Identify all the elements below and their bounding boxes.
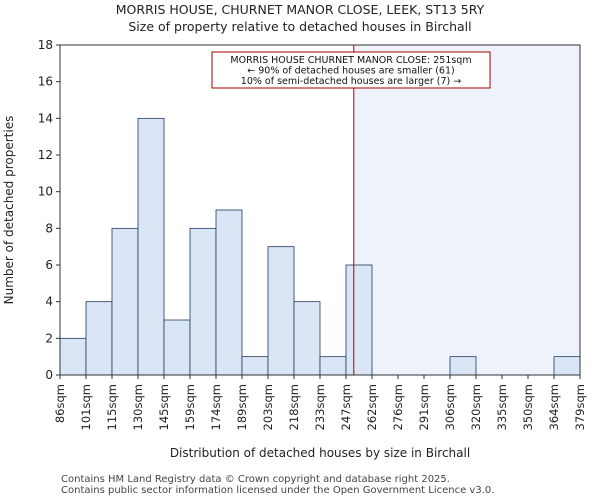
chart-subtitle: Size of property relative to detached ho…	[128, 19, 472, 34]
x-tick-label: 350sqm	[521, 384, 535, 430]
x-tick-label: 174sqm	[209, 384, 223, 430]
bar-130sqm	[137, 117, 165, 376]
bar-233sqm	[319, 356, 347, 376]
x-tick-label: 291sqm	[417, 384, 431, 430]
x-tick-label: 218sqm	[287, 384, 301, 430]
y-tick-label: 6	[45, 258, 53, 272]
x-tick-label: 379sqm	[573, 384, 587, 430]
bar-101sqm	[85, 301, 113, 376]
annotation-line-2: ← 90% of detached houses are smaller (61…	[247, 66, 454, 77]
bar-364sqm	[553, 356, 581, 376]
x-tick-label: 233sqm	[313, 384, 327, 430]
x-tick-label: 262sqm	[365, 384, 379, 430]
bar-189sqm	[241, 356, 269, 376]
x-tick-label: 320sqm	[469, 384, 483, 430]
x-tick-label: 86sqm	[53, 384, 67, 423]
x-tick-label: 203sqm	[261, 384, 275, 430]
x-tick-label: 335sqm	[495, 384, 509, 430]
x-tick-label: 101sqm	[79, 384, 93, 430]
bar-145sqm	[163, 319, 191, 376]
histogram-chart: 0 2 4 6 8 10 12 14 16 18 86sqm 101sqm 115sqm 130sqm 1…	[2, 38, 587, 460]
x-tick-label: 159sqm	[183, 384, 197, 430]
footer-licence: Contains public sector information licen…	[61, 485, 495, 496]
bar-247sqm	[345, 264, 373, 376]
y-tick-label: 10	[38, 185, 53, 199]
bar-203sqm	[267, 246, 295, 376]
plot-shade	[353, 45, 580, 375]
bar-218sqm	[293, 301, 321, 376]
x-axis: 86sqm 101sqm 115sqm 130sqm 145sqm 159sqm 174sq…	[53, 375, 587, 430]
chart-title: MORRIS HOUSE, CHURNET MANOR CLOSE, LEEK,…	[115, 2, 485, 17]
bar-174sqm	[215, 209, 243, 376]
x-tick-label: 364sqm	[547, 384, 561, 430]
x-tick-label: 306sqm	[443, 384, 457, 430]
bar-159sqm	[189, 227, 217, 376]
y-tick-label: 4	[45, 295, 53, 309]
x-tick-label: 115sqm	[105, 384, 119, 430]
y-tick-label: 16	[38, 75, 53, 89]
x-axis-label: Distribution of detached houses by size …	[170, 446, 470, 460]
bars	[59, 117, 581, 376]
annotation-line-1: MORRIS HOUSE CHURNET MANOR CLOSE: 251sqm	[230, 55, 471, 66]
y-tick-label: 12	[38, 148, 53, 162]
footer-copyright: Contains HM Land Registry data © Crown c…	[61, 474, 450, 485]
x-tick-label: 189sqm	[235, 384, 249, 430]
y-axis: 0 2 4 6 8 10 12 14 16 18	[38, 38, 60, 382]
bar-86sqm	[59, 337, 87, 376]
x-tick-label: 276sqm	[391, 384, 405, 430]
y-tick-label: 14	[38, 111, 53, 125]
y-tick-label: 8	[45, 221, 53, 235]
x-tick-label: 247sqm	[339, 384, 353, 430]
bar-115sqm	[111, 227, 139, 376]
x-tick-label: 145sqm	[157, 384, 171, 430]
bar-306sqm	[449, 356, 477, 376]
y-tick-label: 0	[45, 368, 53, 382]
y-tick-label: 2	[45, 331, 53, 345]
annotation-box: MORRIS HOUSE CHURNET MANOR CLOSE: 251sqm…	[211, 51, 491, 89]
y-axis-label: Number of detached properties	[2, 116, 16, 305]
x-tick-label: 130sqm	[131, 384, 145, 430]
annotation-line-3: 10% of semi-detached houses are larger (…	[241, 76, 461, 87]
y-tick-label: 18	[38, 38, 53, 52]
